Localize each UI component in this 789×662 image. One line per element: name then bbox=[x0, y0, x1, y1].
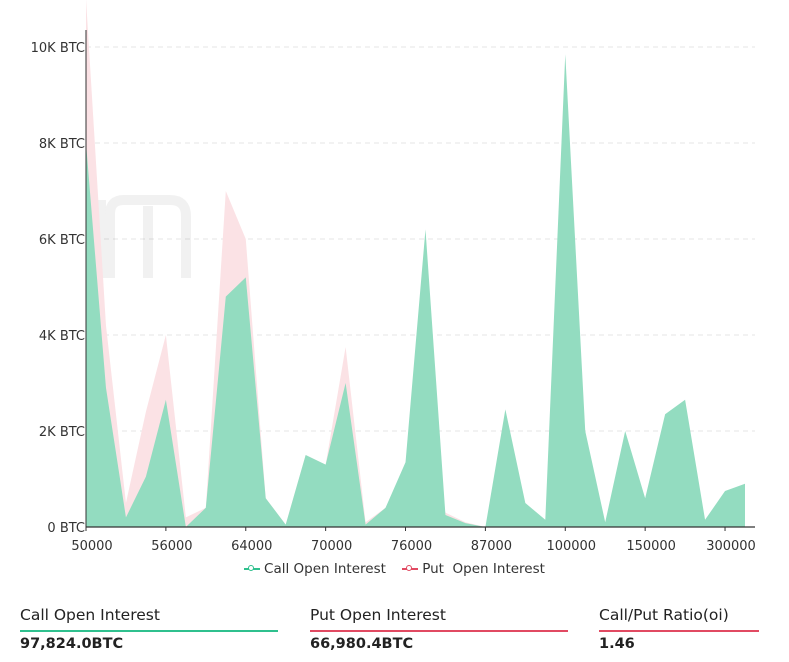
y-tick-label: 6K BTC bbox=[39, 233, 85, 248]
legend-put-marker-icon bbox=[402, 564, 419, 574]
axes bbox=[85, 30, 755, 528]
x-tick-label: 50000 bbox=[71, 539, 112, 554]
stat-call-underline bbox=[20, 630, 278, 632]
legend-item-call[interactable]: Call Open Interest bbox=[244, 561, 386, 577]
stat-call-put-ratio: Call/Put Ratio(oi) 1.46 bbox=[599, 606, 759, 652]
stat-call-open-interest: Call Open Interest 97,824.0BTC bbox=[20, 606, 278, 652]
x-tick-label: 87000 bbox=[471, 539, 512, 554]
open-interest-chart: 0 BTC 2K BTC 4K BTC 6K BTC 8K BTC 10K BTC 500… bbox=[31, 0, 756, 554]
stat-ratio-label: Call/Put Ratio(oi) bbox=[599, 606, 729, 624]
x-tick-label: 56000 bbox=[151, 539, 192, 554]
legend-call-label: Call Open Interest bbox=[264, 561, 386, 577]
y-tick-label: 0 BTC bbox=[47, 521, 85, 536]
x-axis-ticks: 50000 56000 64000 70000 76000 87000 100000 1500… bbox=[71, 527, 756, 554]
x-tick-label: 100000 bbox=[546, 539, 596, 554]
legend-call-marker-icon bbox=[244, 564, 261, 574]
x-tick-label: 76000 bbox=[391, 539, 432, 554]
stats-panel: Call Open Interest 97,824.0BTC Put Open … bbox=[0, 606, 789, 662]
x-tick-label: 64000 bbox=[231, 539, 272, 554]
x-tick-label: 150000 bbox=[626, 539, 676, 554]
watermark-logo bbox=[96, 195, 191, 278]
stat-put-value: 66,980.4BTC bbox=[310, 635, 414, 652]
stat-call-value: 97,824.0BTC bbox=[20, 635, 124, 652]
y-axis-ticks: 0 BTC 2K BTC 4K BTC 6K BTC 8K BTC 10K BTC bbox=[31, 41, 85, 536]
stat-ratio-value: 1.46 bbox=[599, 635, 635, 652]
x-tick-label: 70000 bbox=[311, 539, 352, 554]
stat-ratio-underline bbox=[599, 630, 759, 632]
y-tick-label: 8K BTC bbox=[39, 137, 85, 152]
y-tick-label: 2K BTC bbox=[39, 425, 85, 440]
series-areas bbox=[86, 0, 745, 527]
legend-item-put[interactable]: Put Open Interest bbox=[402, 561, 545, 577]
stat-put-label: Put Open Interest bbox=[310, 606, 446, 624]
legend: Call Open Interest Put Open Interest bbox=[0, 561, 789, 578]
stat-put-open-interest: Put Open Interest 66,980.4BTC bbox=[310, 606, 568, 652]
stat-put-underline bbox=[310, 630, 568, 632]
call-open-interest-area bbox=[86, 54, 745, 527]
y-tick-label: 4K BTC bbox=[39, 329, 85, 344]
y-tick-label: 10K BTC bbox=[31, 41, 85, 56]
legend-put-label: Put Open Interest bbox=[422, 561, 545, 577]
stat-call-label: Call Open Interest bbox=[20, 606, 160, 624]
x-tick-label: 300000 bbox=[706, 539, 756, 554]
